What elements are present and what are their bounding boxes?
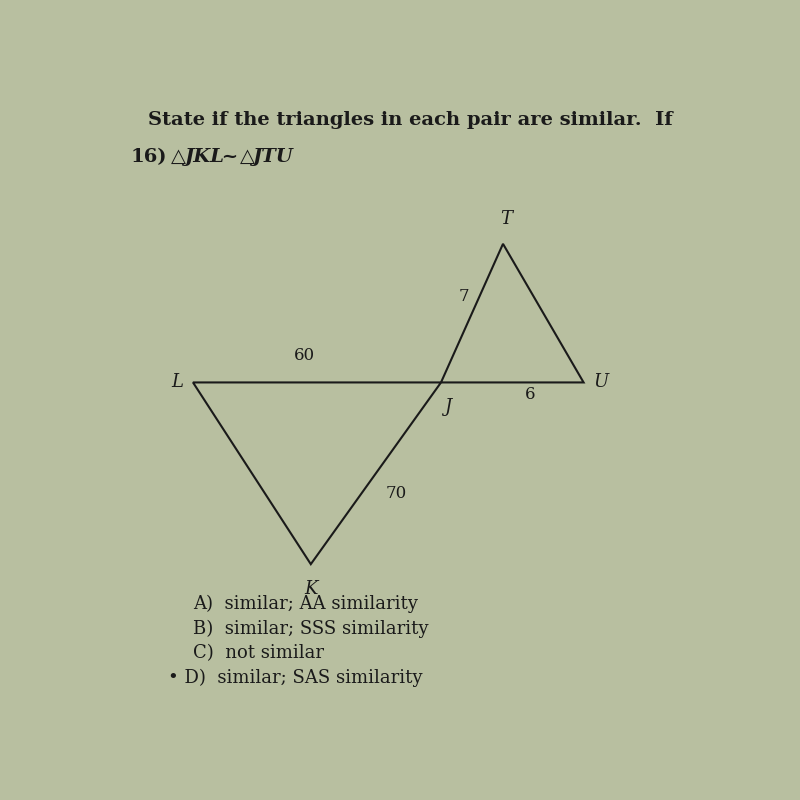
Text: A)  similar; AA similarity: A) similar; AA similarity — [193, 595, 418, 614]
Text: △: △ — [171, 148, 186, 166]
Text: 7: 7 — [458, 288, 469, 305]
Text: C)  not similar: C) not similar — [193, 645, 324, 662]
Text: J: J — [444, 398, 451, 416]
Text: T: T — [500, 210, 512, 229]
Text: JTU: JTU — [252, 148, 293, 166]
Text: K: K — [304, 579, 318, 598]
Text: U: U — [593, 374, 608, 391]
Text: L: L — [172, 374, 184, 391]
Text: State if the triangles in each pair are similar.  If: State if the triangles in each pair are … — [148, 111, 672, 130]
Text: • D)  similar; SAS similarity: • D) similar; SAS similarity — [168, 669, 422, 687]
Text: △: △ — [239, 148, 254, 166]
Text: 60: 60 — [294, 347, 315, 364]
Text: 70: 70 — [386, 485, 406, 502]
Text: 6: 6 — [525, 386, 535, 403]
Text: JKL: JKL — [184, 148, 224, 166]
Text: 16): 16) — [131, 148, 167, 166]
Text: ~: ~ — [214, 148, 245, 166]
Text: B)  similar; SSS similarity: B) similar; SSS similarity — [193, 620, 429, 638]
